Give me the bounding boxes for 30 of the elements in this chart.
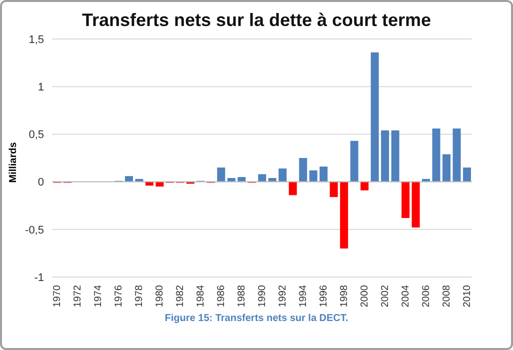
y-tick-label: 1,5	[28, 34, 44, 46]
y-tick-label: 0	[38, 176, 44, 189]
y-tick-label: 0,5	[28, 129, 44, 142]
x-tick-label: 1978	[134, 284, 146, 308]
x-tick-label: 2010	[462, 284, 473, 308]
caption: Figure 15: Transferts nets sur la DECT.	[164, 313, 350, 324]
x-tick-label: 2004	[400, 284, 412, 308]
x-tick-label: 1992	[278, 284, 289, 308]
x-tick-label: 1972	[72, 284, 84, 308]
x-tick-label: 1988	[236, 284, 248, 308]
x-tick-label: 1980	[154, 284, 166, 308]
x-tick-label: 1986	[216, 284, 228, 308]
x-tick-label: 1974	[93, 284, 104, 308]
x-tick-label: 2006	[421, 284, 432, 308]
x-tick-label: 1984	[196, 284, 207, 308]
x-tick-label: 1994	[298, 284, 310, 308]
y-tick-label: -0,5	[25, 224, 44, 236]
x-tick-label: 1976	[114, 284, 125, 308]
x-tick-label: 2000	[360, 284, 371, 308]
x-tick-label: 1998	[339, 284, 350, 308]
x-tick-label: 2008	[441, 284, 452, 308]
x-tick-label: 1990	[257, 284, 268, 308]
y-tick-label: 1	[38, 82, 44, 94]
x-tick-label: 1996	[318, 284, 330, 308]
y-axis-title: Milliards	[8, 142, 19, 182]
y-tick-label: -1	[34, 272, 44, 284]
x-tick-label: 1970	[52, 284, 64, 308]
x-tick-label: 2002	[380, 284, 392, 308]
x-tick-label: 1982	[175, 284, 186, 308]
chart-title: Transferts nets sur la dette à court terme	[80, 10, 432, 31]
